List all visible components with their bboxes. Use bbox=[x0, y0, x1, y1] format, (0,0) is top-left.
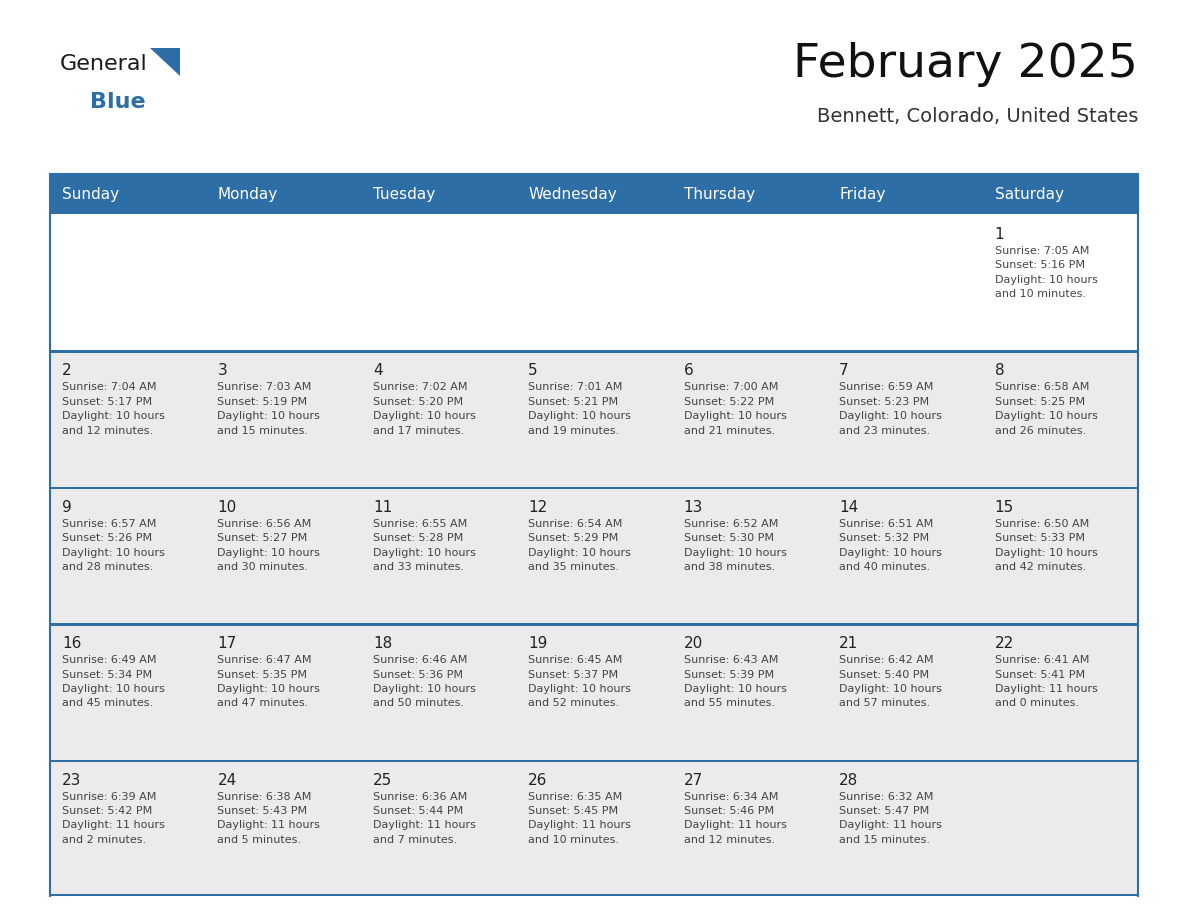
Text: Bennett, Colorado, United States: Bennett, Colorado, United States bbox=[816, 107, 1138, 127]
Bar bbox=[50, 759, 1138, 896]
Text: Sunrise: 6:45 AM
Sunset: 5:37 PM
Daylight: 10 hours
and 52 minutes.: Sunrise: 6:45 AM Sunset: 5:37 PM Dayligh… bbox=[529, 655, 631, 709]
Bar bbox=[361, 174, 517, 214]
Bar bbox=[982, 174, 1138, 214]
Text: Tuesday: Tuesday bbox=[373, 186, 435, 201]
Text: Sunrise: 6:41 AM
Sunset: 5:41 PM
Daylight: 11 hours
and 0 minutes.: Sunrise: 6:41 AM Sunset: 5:41 PM Dayligh… bbox=[994, 655, 1098, 709]
Text: 28: 28 bbox=[839, 773, 859, 788]
Text: 19: 19 bbox=[529, 636, 548, 651]
Bar bbox=[827, 174, 982, 214]
Text: Friday: Friday bbox=[839, 186, 885, 201]
Text: Sunrise: 7:02 AM
Sunset: 5:20 PM
Daylight: 10 hours
and 17 minutes.: Sunrise: 7:02 AM Sunset: 5:20 PM Dayligh… bbox=[373, 383, 475, 436]
Text: 17: 17 bbox=[217, 636, 236, 651]
Text: Sunrise: 7:03 AM
Sunset: 5:19 PM
Daylight: 10 hours
and 15 minutes.: Sunrise: 7:03 AM Sunset: 5:19 PM Dayligh… bbox=[217, 383, 321, 436]
Text: Sunrise: 6:57 AM
Sunset: 5:26 PM
Daylight: 10 hours
and 28 minutes.: Sunrise: 6:57 AM Sunset: 5:26 PM Dayligh… bbox=[62, 519, 165, 572]
Text: Sunrise: 6:36 AM
Sunset: 5:44 PM
Daylight: 11 hours
and 7 minutes.: Sunrise: 6:36 AM Sunset: 5:44 PM Dayligh… bbox=[373, 791, 475, 845]
Text: 4: 4 bbox=[373, 364, 383, 378]
Text: Sunrise: 6:51 AM
Sunset: 5:32 PM
Daylight: 10 hours
and 40 minutes.: Sunrise: 6:51 AM Sunset: 5:32 PM Dayligh… bbox=[839, 519, 942, 572]
Text: Sunrise: 6:52 AM
Sunset: 5:30 PM
Daylight: 10 hours
and 38 minutes.: Sunrise: 6:52 AM Sunset: 5:30 PM Dayligh… bbox=[684, 519, 786, 572]
Text: 3: 3 bbox=[217, 364, 227, 378]
Text: Sunrise: 6:55 AM
Sunset: 5:28 PM
Daylight: 10 hours
and 33 minutes.: Sunrise: 6:55 AM Sunset: 5:28 PM Dayligh… bbox=[373, 519, 475, 572]
Text: 10: 10 bbox=[217, 499, 236, 515]
Text: 23: 23 bbox=[62, 773, 81, 788]
Text: 9: 9 bbox=[62, 499, 71, 515]
Text: Wednesday: Wednesday bbox=[529, 186, 617, 201]
Text: 5: 5 bbox=[529, 364, 538, 378]
Text: 15: 15 bbox=[994, 499, 1013, 515]
Text: Sunrise: 6:42 AM
Sunset: 5:40 PM
Daylight: 10 hours
and 57 minutes.: Sunrise: 6:42 AM Sunset: 5:40 PM Dayligh… bbox=[839, 655, 942, 709]
Text: Sunrise: 6:39 AM
Sunset: 5:42 PM
Daylight: 11 hours
and 2 minutes.: Sunrise: 6:39 AM Sunset: 5:42 PM Dayligh… bbox=[62, 791, 165, 845]
Text: Sunrise: 7:00 AM
Sunset: 5:22 PM
Daylight: 10 hours
and 21 minutes.: Sunrise: 7:00 AM Sunset: 5:22 PM Dayligh… bbox=[684, 383, 786, 436]
Text: 16: 16 bbox=[62, 636, 81, 651]
Text: Sunrise: 6:38 AM
Sunset: 5:43 PM
Daylight: 11 hours
and 5 minutes.: Sunrise: 6:38 AM Sunset: 5:43 PM Dayligh… bbox=[217, 791, 321, 845]
Text: Sunrise: 6:43 AM
Sunset: 5:39 PM
Daylight: 10 hours
and 55 minutes.: Sunrise: 6:43 AM Sunset: 5:39 PM Dayligh… bbox=[684, 655, 786, 709]
Text: 8: 8 bbox=[994, 364, 1004, 378]
Bar bbox=[50, 174, 1138, 178]
Bar bbox=[50, 623, 1138, 759]
Bar bbox=[50, 487, 1138, 489]
Text: Sunday: Sunday bbox=[62, 186, 119, 201]
Text: Sunrise: 6:49 AM
Sunset: 5:34 PM
Daylight: 10 hours
and 45 minutes.: Sunrise: 6:49 AM Sunset: 5:34 PM Dayligh… bbox=[62, 655, 165, 709]
Text: 21: 21 bbox=[839, 636, 859, 651]
Text: 25: 25 bbox=[373, 773, 392, 788]
Text: Sunrise: 6:54 AM
Sunset: 5:29 PM
Daylight: 10 hours
and 35 minutes.: Sunrise: 6:54 AM Sunset: 5:29 PM Dayligh… bbox=[529, 519, 631, 572]
Text: 24: 24 bbox=[217, 773, 236, 788]
Bar bbox=[671, 174, 827, 214]
Text: Sunrise: 6:34 AM
Sunset: 5:46 PM
Daylight: 11 hours
and 12 minutes.: Sunrise: 6:34 AM Sunset: 5:46 PM Dayligh… bbox=[684, 791, 786, 845]
Text: Thursday: Thursday bbox=[684, 186, 754, 201]
Text: Sunrise: 6:32 AM
Sunset: 5:47 PM
Daylight: 11 hours
and 15 minutes.: Sunrise: 6:32 AM Sunset: 5:47 PM Dayligh… bbox=[839, 791, 942, 845]
Text: General: General bbox=[61, 54, 147, 74]
Text: Sunrise: 7:04 AM
Sunset: 5:17 PM
Daylight: 10 hours
and 12 minutes.: Sunrise: 7:04 AM Sunset: 5:17 PM Dayligh… bbox=[62, 383, 165, 436]
Text: 12: 12 bbox=[529, 499, 548, 515]
Bar bbox=[50, 487, 1138, 623]
Text: 1: 1 bbox=[994, 227, 1004, 242]
Bar bbox=[50, 893, 1138, 896]
Bar bbox=[50, 174, 206, 214]
Polygon shape bbox=[150, 48, 181, 76]
Text: 7: 7 bbox=[839, 364, 848, 378]
Bar bbox=[50, 351, 1138, 487]
Text: 22: 22 bbox=[994, 636, 1013, 651]
Text: Sunrise: 6:58 AM
Sunset: 5:25 PM
Daylight: 10 hours
and 26 minutes.: Sunrise: 6:58 AM Sunset: 5:25 PM Dayligh… bbox=[994, 383, 1098, 436]
Text: 13: 13 bbox=[684, 499, 703, 515]
Text: Sunrise: 6:56 AM
Sunset: 5:27 PM
Daylight: 10 hours
and 30 minutes.: Sunrise: 6:56 AM Sunset: 5:27 PM Dayligh… bbox=[217, 519, 321, 572]
Text: 18: 18 bbox=[373, 636, 392, 651]
Text: 26: 26 bbox=[529, 773, 548, 788]
Text: Sunrise: 7:05 AM
Sunset: 5:16 PM
Daylight: 10 hours
and 10 minutes.: Sunrise: 7:05 AM Sunset: 5:16 PM Dayligh… bbox=[994, 246, 1098, 299]
Text: Sunrise: 6:46 AM
Sunset: 5:36 PM
Daylight: 10 hours
and 50 minutes.: Sunrise: 6:46 AM Sunset: 5:36 PM Dayligh… bbox=[373, 655, 475, 709]
Bar bbox=[517, 174, 671, 214]
Text: Saturday: Saturday bbox=[994, 186, 1063, 201]
Bar bbox=[50, 214, 1138, 351]
Text: Sunrise: 6:35 AM
Sunset: 5:45 PM
Daylight: 11 hours
and 10 minutes.: Sunrise: 6:35 AM Sunset: 5:45 PM Dayligh… bbox=[529, 791, 631, 845]
Text: 14: 14 bbox=[839, 499, 859, 515]
Text: 20: 20 bbox=[684, 636, 703, 651]
Text: Blue: Blue bbox=[90, 92, 146, 112]
Text: Sunrise: 6:47 AM
Sunset: 5:35 PM
Daylight: 10 hours
and 47 minutes.: Sunrise: 6:47 AM Sunset: 5:35 PM Dayligh… bbox=[217, 655, 321, 709]
Text: February 2025: February 2025 bbox=[794, 41, 1138, 86]
Text: 11: 11 bbox=[373, 499, 392, 515]
Text: 6: 6 bbox=[684, 364, 694, 378]
Text: Sunrise: 6:59 AM
Sunset: 5:23 PM
Daylight: 10 hours
and 23 minutes.: Sunrise: 6:59 AM Sunset: 5:23 PM Dayligh… bbox=[839, 383, 942, 436]
Text: Monday: Monday bbox=[217, 186, 278, 201]
Bar bbox=[50, 759, 1138, 762]
Text: Sunrise: 6:50 AM
Sunset: 5:33 PM
Daylight: 10 hours
and 42 minutes.: Sunrise: 6:50 AM Sunset: 5:33 PM Dayligh… bbox=[994, 519, 1098, 572]
Text: Sunrise: 7:01 AM
Sunset: 5:21 PM
Daylight: 10 hours
and 19 minutes.: Sunrise: 7:01 AM Sunset: 5:21 PM Dayligh… bbox=[529, 383, 631, 436]
Bar bbox=[50, 351, 1138, 353]
Text: 2: 2 bbox=[62, 364, 71, 378]
Bar bbox=[206, 174, 361, 214]
Text: 27: 27 bbox=[684, 773, 703, 788]
Bar bbox=[50, 623, 1138, 626]
